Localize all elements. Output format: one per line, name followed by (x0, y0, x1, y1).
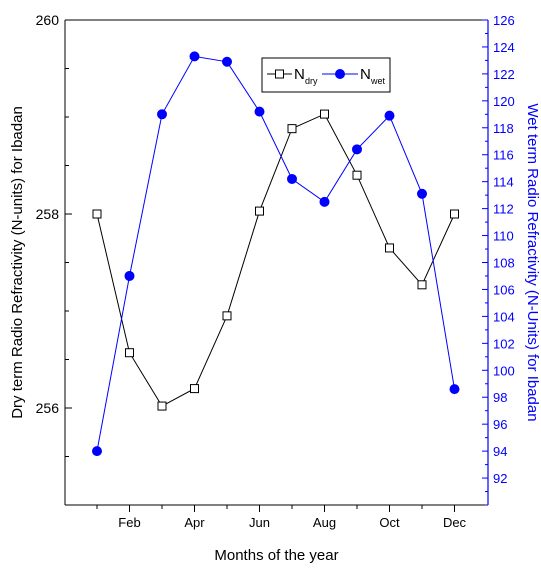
data-point-dry (157, 401, 167, 411)
data-point-dry (222, 311, 232, 321)
right-y-tick-label: 122 (493, 67, 515, 82)
series-line-wet (96, 55, 455, 452)
left-y-tick-label: 258 (36, 206, 60, 222)
legend-marker-wet (335, 69, 345, 79)
data-point-wet (189, 51, 200, 62)
right-y-tick-label: 120 (493, 94, 515, 109)
x-tick-label: Apr (184, 515, 205, 530)
right-y-tick-label: 110 (493, 229, 514, 244)
right-y-tick-label: 102 (493, 336, 515, 351)
data-point-wet (417, 188, 427, 199)
data-point-wet (449, 384, 460, 395)
series-line-dry (96, 113, 455, 407)
x-tick-label: Dec (443, 515, 467, 530)
data-point-wet (92, 446, 102, 457)
legend-label-wet-subscript: wet (370, 76, 386, 86)
x-tick-label: Jun (249, 515, 270, 530)
right-y-tick-label: 96 (493, 417, 507, 432)
data-point-wet (157, 109, 167, 120)
right-y-tick-label: 98 (493, 390, 507, 405)
data-point-wet (124, 270, 135, 281)
data-point-wet (352, 144, 362, 155)
data-point-dry (190, 384, 199, 394)
data-point-dry (385, 243, 394, 253)
right-y-tick-label: 112 (493, 202, 514, 217)
right-y-tick-label: 114 (493, 175, 514, 190)
right-y-tick-label: 126 (493, 13, 515, 28)
data-point-dry (125, 348, 134, 358)
data-point-wet (319, 196, 330, 207)
right-y-axis-title: Wet term Radio Refractivity (N-Units) fo… (524, 103, 541, 421)
data-point-wet (287, 173, 297, 184)
x-tick-label: Feb (118, 515, 140, 530)
legend-label-wet: N (360, 66, 371, 83)
right-y-tick-label: 100 (493, 363, 515, 378)
left-y-tick-label: 256 (36, 400, 60, 416)
right-y-tick-label: 92 (493, 471, 507, 486)
data-point-dry (287, 124, 297, 134)
x-tick-label: Aug (313, 515, 336, 530)
data-point-dry (352, 170, 362, 180)
right-y-tick-label: 94 (493, 444, 507, 459)
legend-label-dry: N (294, 66, 305, 83)
right-y-tick-label: 108 (493, 256, 515, 271)
data-point-dry (92, 209, 102, 219)
data-point-wet (222, 56, 232, 67)
right-y-tick-label: 116 (493, 148, 514, 163)
left-y-axis-title: Dry term Radio Refractivity (N-units) fo… (9, 106, 26, 419)
right-y-tick-label: 104 (493, 309, 515, 324)
right-y-tick-label: 124 (493, 40, 515, 55)
legend-label-dry-subscript: dry (305, 76, 318, 86)
data-point-dry (417, 280, 427, 290)
right-y-tick-label: 118 (493, 121, 514, 136)
data-point-dry (450, 209, 459, 219)
x-axis-title: Months of the year (214, 547, 338, 564)
data-point-wet (254, 106, 265, 117)
data-point-wet (384, 110, 395, 121)
right-y-tick-label: 106 (493, 282, 515, 297)
legend-marker-dry (275, 69, 284, 79)
data-point-dry (255, 206, 264, 216)
left-y-tick-label: 260 (36, 12, 60, 28)
x-tick-label: Oct (379, 515, 400, 530)
data-point-dry (320, 109, 329, 119)
